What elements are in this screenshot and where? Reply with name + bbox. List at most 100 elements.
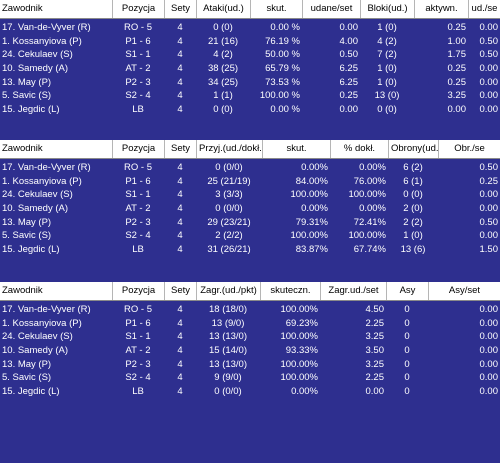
column-header-position[interactable]: Pozycja — [112, 140, 164, 158]
cell-blocks-per-set: 0.00 — [479, 22, 499, 34]
column-header-defense[interactable]: Obrony(ud.) — [388, 140, 438, 158]
cell-player: 15. Jegdic (L) — [2, 385, 60, 397]
cell-player: 24. Cekulaev (S) — [2, 189, 73, 201]
cell-attacks-per-set: 0.25 — [339, 90, 359, 102]
column-header-sets[interactable]: Sety — [164, 140, 196, 158]
cell-serves: 9 (9/0) — [214, 372, 242, 384]
column-header-defense-per-set[interactable]: Obr./se — [438, 140, 500, 158]
cell-player: 17. Van-de-Vyver (R) — [2, 162, 91, 174]
column-header-reception-eff[interactable]: skut. — [262, 140, 330, 158]
table-row[interactable]: 17. Van-de-Vyver (R) RO - 5 4 0 (0/0) 0.00% 0… — [0, 161, 500, 175]
column-header-blocks[interactable]: Bloki(ud.) — [360, 0, 414, 18]
table-row[interactable]: 13. May (P) P2 - 3 4 13 (13/0) 100.00% 3.25 0 0… — [0, 357, 500, 371]
column-header-attack-eff[interactable]: skut. — [250, 0, 302, 18]
column-header-player[interactable]: Zawodnik — [2, 143, 43, 154]
cell-blocks-per-set: 0.00 — [479, 103, 499, 115]
column-header-attacks[interactable]: Ataki(ud.) — [196, 0, 250, 18]
cell-attack-eff: 76.19 % — [265, 35, 300, 47]
column-header-reception-accuracy[interactable]: % dokł. — [330, 140, 388, 158]
column-header-sets[interactable]: Sety — [164, 282, 196, 300]
column-header-player[interactable]: Zawodnik — [2, 285, 43, 296]
table-row[interactable]: 24. Cekulaev (S) S1 - 1 4 13 (13/0) 100.00% 3… — [0, 330, 500, 344]
column-header-serves[interactable]: Zagr.(ud./pkt) — [196, 282, 260, 300]
table-row[interactable]: 5. Savic (S) S2 - 4 4 1 (1) 100.00 % 0.25 13 (… — [0, 89, 500, 103]
cell-sets: 4 — [177, 331, 183, 343]
column-header-serves-per-set[interactable]: Zagr.ud./set — [320, 282, 386, 300]
cell-sets: 4 — [177, 385, 183, 397]
cell-serves-per-set: 2.25 — [365, 317, 385, 329]
cell-reception-eff: 0.00% — [301, 162, 328, 174]
cell-reception-accuracy: 72.41% — [353, 216, 386, 228]
cell-reception: 29 (23/21) — [207, 216, 251, 228]
cell-position: RO - 5 — [124, 162, 152, 174]
cell-player: 5. Savic (S) — [2, 230, 52, 242]
cell-position: LB — [132, 103, 144, 115]
table-row[interactable]: 24. Cekulaev (S) S1 - 1 4 3 (3/3) 100.00% 100… — [0, 188, 500, 202]
table-row[interactable]: 10. Samedy (A) AT - 2 4 38 (25) 65.79 % 6.25 1… — [0, 62, 500, 76]
cell-defense: 6 (2) — [403, 162, 423, 174]
cell-aces-per-set: 0.00 — [479, 385, 499, 397]
cell-attack-eff: 0.00 % — [270, 22, 300, 34]
table-header: Zawodnik Pozycja Sety Przyj.(ud./dokł.) skut… — [0, 140, 500, 159]
table-row[interactable]: 1. Kossanyiova (P) P1 - 6 4 25 (21/19) 84.00… — [0, 175, 500, 189]
column-header-blocks-per-set[interactable]: ud./se — [468, 0, 500, 18]
table-row[interactable]: 15. Jegdic (L) LB 4 0 (0) 0.00 % 0.00 0 (0) 0.0… — [0, 103, 500, 117]
cell-player: 17. Van-de-Vyver (R) — [2, 22, 91, 34]
cell-position: AT - 2 — [125, 203, 151, 215]
column-header-position[interactable]: Pozycja — [112, 282, 164, 300]
cell-aces: 0 — [404, 372, 410, 384]
cell-sets: 4 — [177, 372, 183, 384]
column-header-attacks-per-set[interactable]: udane/set — [302, 0, 360, 18]
cell-defense: 0 (0) — [403, 189, 423, 201]
table-row[interactable]: 1. Kossanyiova (P) P1 - 6 4 21 (16) 76.19 % 4… — [0, 35, 500, 49]
table-row[interactable]: 15. Jegdic (L) LB 4 31 (26/21) 83.87% 67.74% 1… — [0, 243, 500, 257]
cell-position: S2 - 4 — [125, 372, 151, 384]
table-row[interactable]: 1. Kossanyiova (P) P1 - 6 4 13 (9/0) 69.23% 2… — [0, 317, 500, 331]
table-row[interactable]: 13. May (P) P2 - 3 4 29 (23/21) 79.31% 72.41%… — [0, 215, 500, 229]
cell-position: P1 - 6 — [125, 175, 151, 187]
cell-serves-per-set: 4.50 — [365, 304, 385, 316]
column-header-serve-eff[interactable]: skuteczn. — [260, 282, 320, 300]
table-row[interactable]: 13. May (P) P2 - 3 4 34 (25) 73.53 % 6.25 1 (0… — [0, 75, 500, 89]
cell-reception-accuracy: 0.00% — [359, 203, 386, 215]
table-header: Zawodnik Pozycja Sety Zagr.(ud./pkt) skutecz… — [0, 282, 500, 301]
cell-block-activity: 1.75 — [447, 49, 467, 61]
table-row[interactable]: 10. Samedy (A) AT - 2 4 15 (14/0) 93.33% 3.50… — [0, 344, 500, 358]
column-header-player[interactable]: Zawodnik — [2, 3, 43, 14]
table-row[interactable]: 5. Savic (S) S2 - 4 4 9 (9/0) 100.00% 2.25 0 0.… — [0, 371, 500, 385]
cell-sets: 4 — [177, 216, 183, 228]
cell-sets: 4 — [177, 76, 183, 88]
column-header-aces-per-set[interactable]: Asy/set — [428, 282, 500, 300]
cell-reception: 25 (21/19) — [207, 175, 251, 187]
table-row[interactable]: 17. Van-de-Vyver (R) RO - 5 4 18 (18/0) 100.… — [0, 303, 500, 317]
cell-blocks: 1 (0) — [377, 76, 397, 88]
cell-reception-eff: 100.00% — [290, 189, 328, 201]
cell-defense: 13 (6) — [400, 243, 426, 255]
column-header-sets[interactable]: Sety — [164, 0, 196, 18]
table-row[interactable]: 10. Samedy (A) AT - 2 4 0 (0/0) 0.00% 0.00% 2 … — [0, 202, 500, 216]
table-row[interactable]: 15. Jegdic (L) LB 4 0 (0/0) 0.00% 0.00 0 0.00 — [0, 385, 500, 399]
table-row[interactable]: 17. Van-de-Vyver (R) RO - 5 4 0 (0) 0.00 % 0.… — [0, 21, 500, 35]
cell-blocks-per-set: 0.00 — [479, 76, 499, 88]
reception-defense-stats-table: Zawodnik Pozycja Sety Przyj.(ud./dokł.) skut… — [0, 140, 500, 256]
cell-position: AT - 2 — [125, 345, 151, 357]
cell-reception-eff: 83.87% — [295, 243, 328, 255]
table-row[interactable]: 24. Cekulaev (S) S1 - 1 4 4 (2) 50.00 % 0.50 7… — [0, 48, 500, 62]
column-header-block-activity[interactable]: aktywn. — [414, 0, 468, 18]
cell-sets: 4 — [177, 35, 183, 47]
cell-player: 10. Samedy (A) — [2, 63, 68, 75]
cell-attacks: 1 (1) — [213, 90, 233, 102]
cell-serves: 13 (13/0) — [208, 331, 248, 343]
column-header-reception[interactable]: Przyj.(ud./dokł.) — [196, 140, 262, 158]
cell-reception-accuracy: 76.00% — [353, 175, 386, 187]
cell-block-activity: 0.00 — [447, 103, 467, 115]
cell-serves-per-set: 3.50 — [365, 345, 385, 357]
cell-block-activity: 0.25 — [447, 63, 467, 75]
cell-aces-per-set: 0.00 — [479, 317, 499, 329]
column-header-position[interactable]: Pozycja — [112, 0, 164, 18]
cell-attacks-per-set: 0.00 — [339, 103, 359, 115]
table-row[interactable]: 5. Savic (S) S2 - 4 4 2 (2/2) 100.00% 100.00%… — [0, 229, 500, 243]
cell-reception: 31 (26/21) — [207, 243, 251, 255]
column-header-aces[interactable]: Asy — [386, 282, 428, 300]
cell-attacks-per-set: 4.00 — [339, 35, 359, 47]
